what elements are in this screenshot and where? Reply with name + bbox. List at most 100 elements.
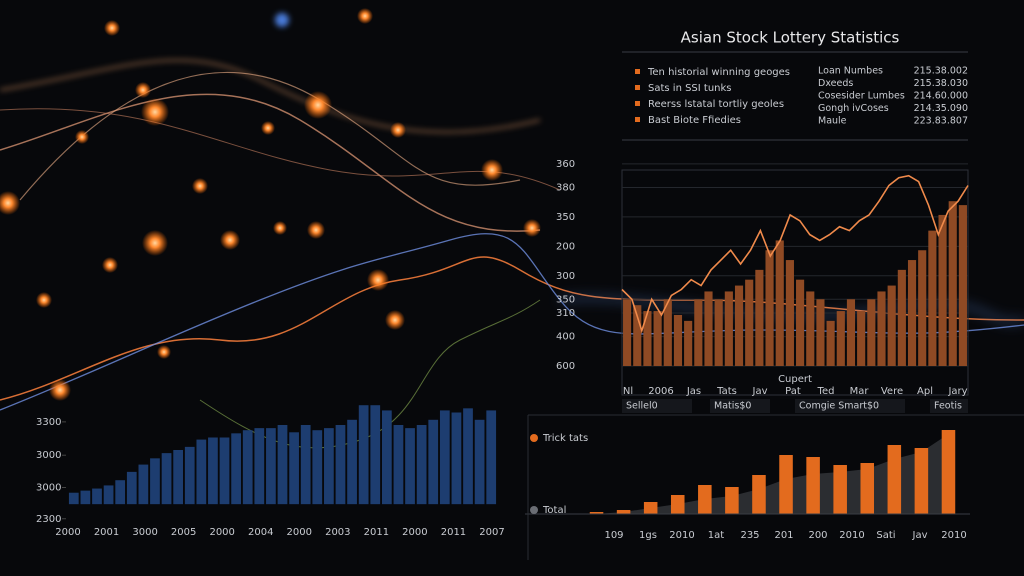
legend-marker — [530, 506, 538, 514]
panel-code: 214.35.090 — [914, 103, 968, 114]
line — [621, 174, 969, 334]
bar — [92, 488, 102, 505]
bar — [335, 425, 346, 505]
bullet — [635, 69, 640, 74]
bar — [725, 487, 739, 514]
bar — [589, 512, 604, 514]
bar — [633, 305, 642, 366]
bar — [405, 428, 415, 505]
x-tick-label: 109 — [604, 530, 623, 541]
bar — [775, 240, 784, 366]
bar — [948, 201, 957, 366]
bar — [938, 214, 947, 366]
bar — [324, 428, 334, 505]
bar — [277, 425, 288, 505]
bar — [867, 299, 876, 366]
x-tick-label: 2005 — [171, 527, 196, 538]
bar — [358, 405, 369, 505]
bar — [724, 291, 733, 366]
x-tick-label: 2000 — [209, 527, 234, 538]
bar — [836, 311, 845, 366]
bar — [643, 311, 652, 366]
bar — [312, 430, 323, 505]
tab-label: Matis$0 — [714, 401, 751, 412]
legend-marker — [530, 434, 538, 442]
x-tick-label: 2010 — [839, 530, 864, 541]
bar — [266, 428, 276, 505]
bar — [897, 269, 906, 366]
y-tick-label: 200 — [556, 241, 575, 252]
y-tick-label: 360 — [556, 159, 575, 170]
tab-label: Sellel0 — [626, 401, 658, 412]
bar — [673, 314, 683, 366]
x-tick-label: 3000 — [132, 527, 157, 538]
bar — [486, 410, 497, 505]
panel-label: Gongh ivCoses — [818, 103, 889, 114]
bar — [451, 412, 462, 505]
frame — [621, 169, 969, 396]
bar — [857, 311, 866, 366]
panel-label: Cosesider Lumbes — [818, 91, 905, 102]
y-tick-label: 2300 — [36, 514, 61, 525]
panel-item: Ten historial winning geoges — [647, 67, 790, 78]
x-tick-label: 1at — [708, 530, 724, 541]
x-tick-label: Tats — [716, 386, 737, 397]
x-tick-label: Vere — [881, 386, 903, 397]
x-tick-label: Apl — [917, 386, 933, 397]
x-tick-label: 2004 — [248, 527, 273, 538]
x-tick-label: Jav — [912, 530, 928, 541]
x-tick-label: 235 — [740, 530, 759, 541]
bar — [184, 446, 195, 505]
bar — [779, 455, 793, 514]
bullet — [635, 85, 640, 90]
bar — [474, 419, 485, 505]
legend-label: Trick tats — [542, 433, 588, 444]
bar — [958, 205, 967, 366]
bar — [796, 279, 805, 366]
bar — [616, 510, 631, 514]
x-tick-label: Ted — [817, 386, 835, 397]
panel-item: Sats in SSI tunks — [648, 83, 732, 94]
y-tick-label: 380 — [556, 182, 575, 193]
bar — [877, 291, 886, 366]
bar — [347, 419, 357, 505]
bar — [173, 450, 184, 505]
y-tick-label: 310 — [556, 308, 575, 319]
panel-code: 214.60.000 — [914, 91, 968, 102]
bar — [752, 475, 766, 514]
x-tick-label: Mar — [850, 386, 870, 397]
panel-title: Asian Stock Lottery Statistics — [681, 29, 900, 47]
bar — [816, 299, 825, 366]
bullet — [635, 117, 640, 122]
x-tick-label: 2001 — [94, 527, 119, 538]
y-tick-label: 3000 — [36, 450, 61, 461]
panel-code: 215.38.002 — [914, 66, 968, 77]
y-tick-label: 3300 — [36, 417, 61, 428]
bar — [643, 502, 658, 514]
bar — [208, 437, 218, 505]
x-tick-label: 200 — [808, 530, 827, 541]
bar — [416, 425, 427, 505]
x-tick-label: 2011 — [441, 527, 466, 538]
bar — [704, 291, 713, 366]
bar — [941, 430, 956, 514]
x-axis-title: Cupert — [778, 374, 812, 385]
bar — [103, 485, 114, 505]
x-tick-label: 2000 — [402, 527, 427, 538]
panel-label: Maule — [818, 116, 847, 127]
panel-code: 215.38.030 — [914, 78, 968, 89]
x-tick-label: 2006 — [648, 386, 673, 397]
bar — [653, 311, 662, 366]
y-tick-label: 600 — [556, 361, 575, 372]
x-tick-label: Jas — [686, 386, 701, 397]
x-tick-label: 2010 — [941, 530, 966, 541]
legend-label: Total — [542, 505, 566, 516]
bar — [393, 425, 404, 505]
x-tick-label: 2003 — [325, 527, 350, 538]
y-tick-label: 350 — [556, 294, 575, 305]
x-tick-label: 2010 — [669, 530, 694, 541]
bar — [745, 279, 754, 366]
bar — [860, 463, 875, 514]
tab-label: Comgie Smart$0 — [799, 401, 879, 412]
bar — [785, 260, 794, 366]
